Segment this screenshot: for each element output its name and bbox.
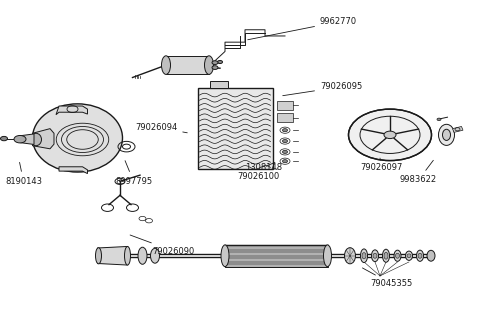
Polygon shape: [225, 245, 328, 267]
Ellipse shape: [427, 250, 435, 261]
Ellipse shape: [396, 253, 400, 258]
Circle shape: [437, 118, 441, 121]
Ellipse shape: [438, 124, 454, 145]
Polygon shape: [452, 126, 463, 132]
Text: 79026095: 79026095: [282, 82, 362, 96]
Ellipse shape: [124, 246, 130, 265]
Circle shape: [282, 150, 288, 153]
Ellipse shape: [344, 248, 356, 264]
Circle shape: [348, 109, 432, 161]
Text: 79026094: 79026094: [135, 122, 188, 133]
Ellipse shape: [373, 253, 377, 258]
Ellipse shape: [394, 250, 401, 261]
Ellipse shape: [221, 245, 229, 267]
Circle shape: [212, 61, 218, 64]
Ellipse shape: [360, 249, 368, 263]
Polygon shape: [98, 246, 128, 265]
Polygon shape: [198, 88, 272, 169]
Polygon shape: [278, 113, 292, 122]
Polygon shape: [278, 101, 292, 110]
Ellipse shape: [138, 247, 147, 264]
Polygon shape: [32, 129, 54, 149]
Text: 9962770: 9962770: [248, 17, 357, 40]
Ellipse shape: [442, 129, 450, 140]
Polygon shape: [56, 106, 88, 115]
Ellipse shape: [150, 248, 160, 263]
Ellipse shape: [32, 104, 122, 172]
Text: 1308148: 1308148: [245, 162, 282, 172]
Ellipse shape: [406, 251, 412, 260]
Text: 9983622: 9983622: [400, 160, 437, 184]
Circle shape: [212, 66, 218, 69]
Ellipse shape: [204, 56, 214, 74]
Text: 79026097: 79026097: [360, 158, 403, 172]
Ellipse shape: [382, 249, 390, 262]
Ellipse shape: [384, 252, 388, 259]
Polygon shape: [166, 56, 209, 74]
Circle shape: [218, 60, 222, 64]
Ellipse shape: [362, 253, 366, 259]
Circle shape: [282, 129, 288, 132]
Circle shape: [0, 136, 7, 141]
Polygon shape: [20, 134, 34, 144]
Text: 8997795: 8997795: [115, 161, 152, 186]
Ellipse shape: [407, 254, 411, 258]
Circle shape: [384, 131, 396, 139]
Text: 79045355: 79045355: [362, 268, 412, 288]
Circle shape: [14, 135, 26, 143]
Ellipse shape: [162, 56, 170, 74]
Circle shape: [282, 160, 288, 163]
Ellipse shape: [418, 253, 422, 258]
Ellipse shape: [96, 248, 102, 264]
Ellipse shape: [416, 250, 424, 261]
Ellipse shape: [372, 250, 378, 262]
Text: 8190143: 8190143: [5, 162, 42, 186]
Text: 79026090: 79026090: [130, 235, 195, 256]
Text: 79026100: 79026100: [238, 169, 280, 181]
Circle shape: [282, 140, 288, 143]
Polygon shape: [59, 167, 88, 174]
Ellipse shape: [30, 133, 42, 146]
Ellipse shape: [324, 245, 332, 267]
Polygon shape: [210, 81, 228, 88]
